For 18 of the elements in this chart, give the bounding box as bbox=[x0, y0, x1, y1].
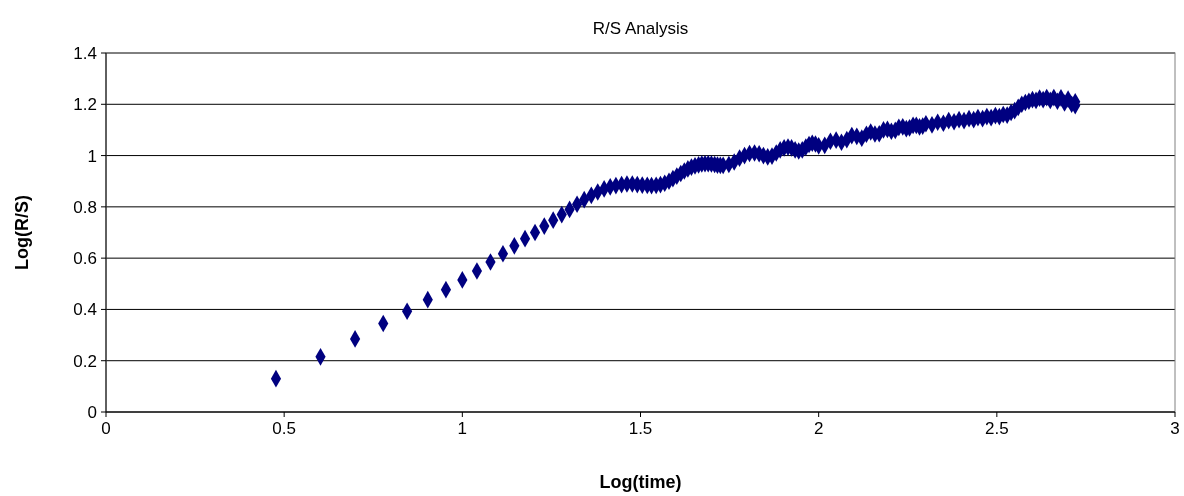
x-axis-title: Log(time) bbox=[599, 472, 682, 492]
y-tick-label: 1.2 bbox=[73, 95, 97, 115]
y-tick-label: 1 bbox=[87, 146, 97, 166]
x-tick-label: 0 bbox=[101, 419, 111, 438]
x-tick-label: 3 bbox=[1170, 419, 1180, 438]
y-tick-label: 0.4 bbox=[73, 300, 97, 320]
x-tick-label: 1 bbox=[457, 419, 468, 438]
y-tick-label: 1.4 bbox=[73, 44, 97, 63]
y-axis-title: Log(R/S) bbox=[12, 195, 32, 270]
y-tick-label: 0 bbox=[87, 403, 97, 422]
x-tick-label: 0.5 bbox=[272, 419, 296, 438]
chart-title: R/S Analysis bbox=[592, 19, 689, 38]
y-tick-label: 0.6 bbox=[73, 249, 97, 269]
x-tick-label: 1.5 bbox=[628, 419, 653, 438]
y-tick-label: 0.8 bbox=[73, 197, 97, 217]
y-tick-label: 0.2 bbox=[73, 351, 97, 371]
x-tick-label: 2 bbox=[813, 419, 824, 438]
x-tick-label: 2.5 bbox=[985, 419, 1009, 438]
